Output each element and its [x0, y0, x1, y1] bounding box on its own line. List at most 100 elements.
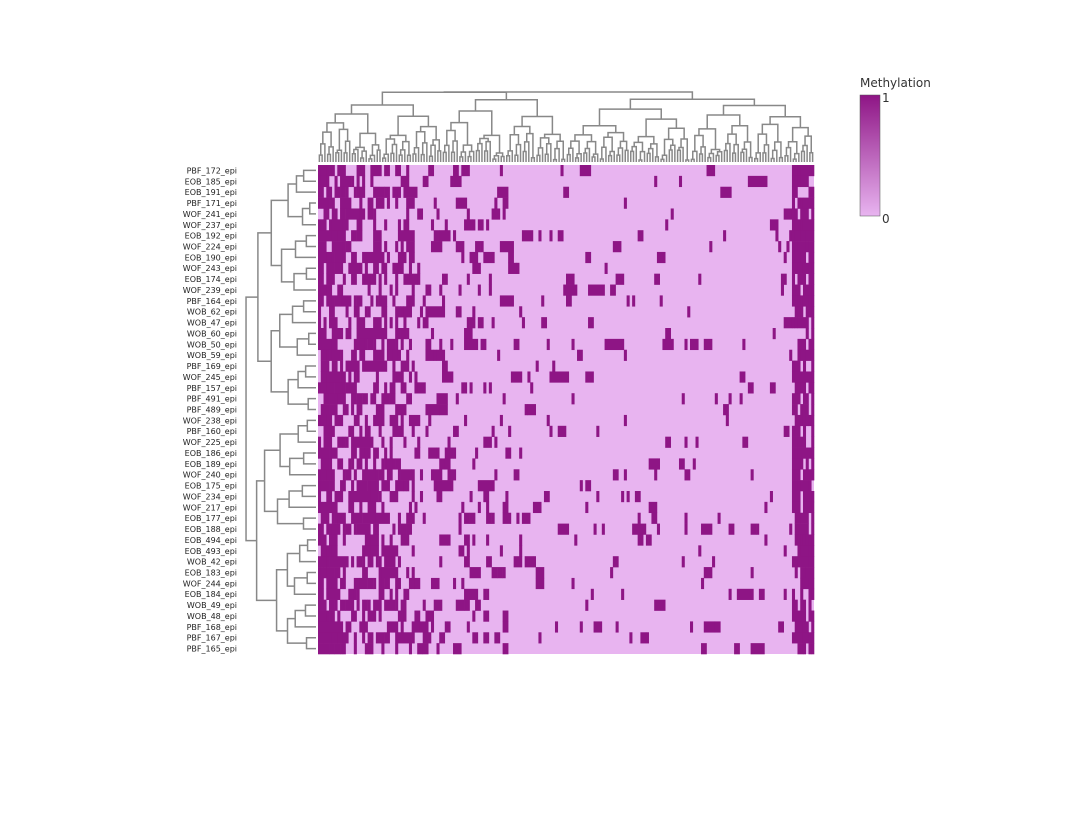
heatmap-cell — [386, 556, 396, 568]
heatmap-cell — [342, 469, 346, 481]
dendrogram-branch — [561, 158, 566, 162]
heatmap-cell — [400, 534, 410, 546]
dendrogram-branch — [769, 116, 802, 128]
heatmap-cell — [318, 643, 330, 655]
heatmap-cell — [422, 643, 429, 655]
heatmap-cell — [318, 262, 322, 274]
dendrogram-branch — [787, 141, 798, 154]
heatmap-cell — [477, 501, 481, 514]
heatmap-cell — [342, 273, 346, 285]
dendrogram-branch — [492, 158, 497, 162]
heatmap-cell — [323, 425, 333, 437]
heatmap-cell — [466, 545, 470, 557]
heatmap-cell — [805, 404, 809, 416]
heatmap-cell — [323, 556, 327, 568]
colorbar: Methylation 1 0 — [859, 76, 931, 226]
dendrogram-branch — [582, 125, 617, 135]
heatmap-cell — [453, 643, 462, 655]
heatmap-cell — [340, 371, 346, 383]
heatmap-cell — [502, 197, 509, 209]
heatmap-cell — [318, 241, 327, 253]
heatmap-cell — [800, 197, 804, 209]
heatmap-cell — [342, 436, 346, 448]
heatmap-cell — [331, 295, 335, 307]
heatmap-cell — [488, 382, 492, 394]
heatmap-cell — [811, 458, 815, 470]
heatmap-cell — [323, 208, 330, 220]
row-label: PBF_165_epi — [187, 645, 237, 654]
row-label: WOB_60_epi — [187, 329, 237, 338]
heatmap-cell — [364, 425, 371, 437]
heatmap-cell — [364, 262, 368, 274]
dendrogram-branch — [762, 152, 767, 162]
row-label: PBF_172_epi — [187, 166, 237, 175]
dendrogram-branch — [255, 480, 277, 602]
heatmap-cell — [364, 338, 368, 351]
heatmap-cell — [329, 480, 335, 492]
row-label: WOF_243_epi — [183, 264, 237, 273]
dendrogram-branch — [566, 153, 571, 162]
row-label: PBF_168_epi — [187, 623, 237, 632]
heatmap-cell — [411, 360, 415, 372]
heatmap-cell — [356, 523, 371, 535]
heatmap-cell — [665, 219, 669, 231]
heatmap-cell — [430, 219, 435, 231]
heatmap-cell — [805, 328, 809, 340]
heatmap-cell — [340, 360, 344, 372]
heatmap-cell — [326, 349, 330, 361]
heatmap-cell — [370, 393, 377, 405]
dendrogram-branch — [660, 158, 665, 162]
dendrogram-branch — [690, 158, 695, 162]
heatmap-cell — [403, 317, 407, 329]
heatmap-cell — [488, 284, 492, 296]
dendrogram-branch — [406, 154, 412, 162]
heatmap-cell — [480, 241, 484, 253]
heatmap-cell — [364, 643, 374, 655]
dendrogram-branch — [791, 126, 809, 142]
heatmap-cell — [342, 523, 346, 535]
dendrogram-branch — [295, 175, 316, 193]
heatmap-cell — [800, 306, 804, 318]
heatmap-cell — [320, 512, 324, 524]
heatmap-cell — [802, 219, 815, 231]
heatmap-cell — [800, 588, 804, 600]
heatmap-cell — [359, 208, 366, 220]
dendrogram-branch — [773, 141, 782, 158]
heatmap-cell — [808, 480, 812, 492]
dendrogram-branch — [694, 134, 704, 152]
heatmap-cell — [348, 621, 352, 633]
heatmap-cell — [791, 219, 796, 231]
heatmap-cell — [419, 469, 424, 481]
heatmap-cell — [444, 621, 448, 633]
heatmap-cell — [791, 556, 798, 568]
heatmap-cell — [811, 208, 815, 220]
heatmap-cell — [326, 523, 330, 535]
heatmap-cell — [486, 588, 490, 600]
row-label: EOB_175_epi — [185, 482, 237, 491]
heatmap-cell — [384, 632, 390, 644]
heatmap-cell — [331, 251, 335, 264]
row-label: WOB_62_epi — [187, 308, 237, 317]
dendrogram-branch — [293, 272, 316, 291]
dendrogram-branch — [391, 143, 398, 162]
heatmap-cell — [422, 632, 432, 644]
heatmap-cell — [703, 338, 713, 351]
heatmap-cell — [802, 501, 812, 514]
heatmap-cell — [359, 349, 366, 361]
heatmap-cell — [375, 186, 385, 198]
heatmap-cell — [714, 621, 721, 633]
heatmap-cell — [805, 567, 815, 579]
heatmap-cell — [811, 436, 815, 448]
heatmap-cell — [340, 197, 352, 209]
heatmap-cell — [362, 545, 366, 557]
heatmap-cell — [802, 534, 807, 546]
row-label: WOF_244_epi — [183, 579, 237, 588]
heatmap-cell — [794, 241, 798, 253]
heatmap-cell — [364, 458, 368, 470]
heatmap-cell — [318, 632, 324, 644]
heatmap-cell — [318, 556, 324, 568]
heatmap-cell — [370, 480, 377, 492]
dendrogram-branch — [570, 140, 580, 154]
heatmap-cell — [698, 545, 702, 557]
heatmap-cell — [800, 165, 815, 177]
